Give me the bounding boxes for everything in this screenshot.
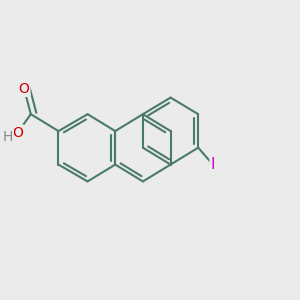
Text: O: O [19,82,29,96]
Text: H: H [2,130,13,144]
Text: O: O [12,125,23,140]
Text: I: I [211,157,215,172]
